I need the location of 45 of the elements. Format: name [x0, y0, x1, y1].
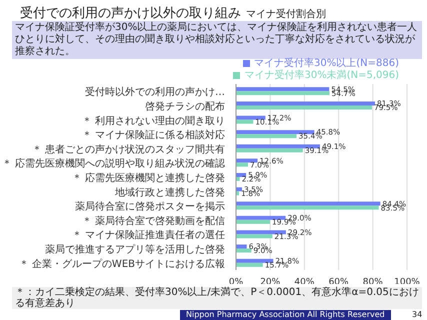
y-tick-label: ＊ 薬局待合室で啓発動画を配信	[82, 214, 225, 227]
y-tick-label: ＊ 応需先医療機関と連携した啓発	[72, 172, 225, 184]
y-tick-label: ＊ マイナ保険証推進責任者の選任	[72, 229, 225, 242]
y-tick-label: ＊ 応需先医療機関への説明や取り組み状況の確認	[2, 158, 225, 170]
bar	[236, 202, 380, 206]
bar	[236, 101, 376, 106]
legend-label: マイナ受付率30%以上(N=886)	[254, 58, 399, 69]
text: 受付での利用の声かけ以外の取り組み	[20, 6, 241, 21]
bar	[236, 206, 379, 210]
y-tick-label: 受付時以外での利用の声かけ…	[85, 86, 225, 98]
text: 34	[412, 310, 422, 320]
bar	[236, 120, 254, 124]
text: マイナ保険証受付率が30%以上の薬局においては、マイナ保険証を利用されない患者一人ひとりに対して、その理由の聞き取りや相談対応といった丁寧な対応をされている状況が推察された。	[12, 21, 422, 59]
bar	[236, 130, 314, 134]
legend-label: マイナ受付率30%未満(N=5,096)	[244, 70, 399, 81]
bar	[236, 187, 242, 192]
bar	[236, 158, 258, 163]
bar	[236, 134, 297, 138]
y-tick-label: ＊ 患者ごとの声かけ状況のスタッフ間共有	[32, 143, 225, 156]
bar	[236, 220, 270, 224]
bar	[236, 244, 247, 249]
bar	[236, 176, 240, 181]
bar	[236, 162, 248, 167]
bar	[236, 248, 252, 253]
bar	[236, 230, 286, 234]
bar	[236, 216, 286, 220]
bar	[236, 87, 330, 92]
y-tick-label: ＊ 企業・グループのWEBサイトにおける広報	[18, 258, 225, 270]
bar	[236, 234, 272, 238]
bar	[236, 91, 330, 96]
bar	[236, 144, 320, 148]
bar	[236, 116, 266, 120]
y-tick-label: 啓発チラシの配布	[145, 100, 225, 112]
y-tick-label: ＊ 利用されない理由の聞き取り	[82, 114, 225, 127]
y-tick-label: 地域行政と連携した啓発	[114, 186, 225, 198]
text: Nippon Pharmacy Association All Rights Reserved	[180, 310, 391, 320]
bar	[236, 105, 372, 110]
y-tick-label: ＊ マイナ保険証に係る相談対応	[82, 129, 225, 142]
bar	[236, 148, 303, 152]
y-tick-label: 薬局待合室に啓発ポスターを掲示	[75, 200, 225, 213]
y-tick-label: 薬局で推進するアプリ等を活用した啓発	[45, 244, 225, 256]
bar	[236, 258, 274, 263]
chart-subtitle: マイナ受付割合別	[246, 9, 326, 20]
text: ＊：カイ二乗検定の結果、受付率30%以上/未満で、P＜0.0001、有意水準α=0.05における有意差あり	[12, 287, 422, 309]
bar	[236, 262, 263, 267]
